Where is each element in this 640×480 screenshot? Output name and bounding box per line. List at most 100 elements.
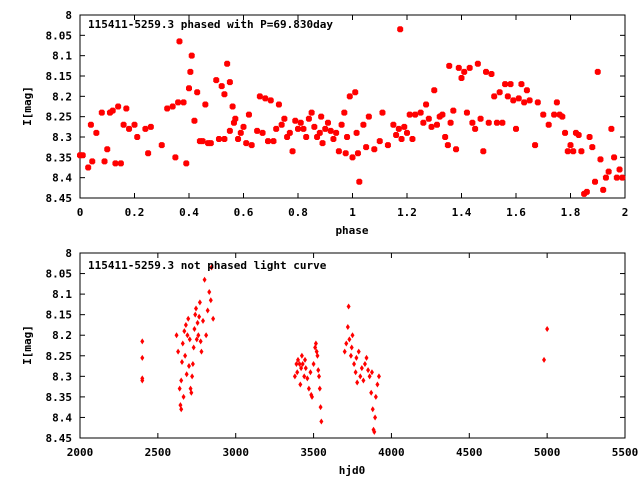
phased-data-point [240, 123, 247, 130]
phased-data-point [502, 81, 509, 88]
unphased-data-point [295, 369, 300, 376]
phased-data-point [221, 136, 228, 143]
phased-data-point [175, 99, 182, 106]
phased-data-point [444, 142, 451, 149]
phased-data-point [344, 134, 351, 140]
phased-data-point [526, 97, 533, 104]
phased-data-point [316, 129, 323, 136]
phased-data-point [115, 103, 122, 110]
unphased-data-point [367, 373, 372, 380]
phased-data-point [611, 154, 618, 161]
unphased-data-point [184, 371, 189, 378]
unphased-y-tick-label: 8.3 [52, 370, 72, 383]
unphased-x-tick-label: 4500 [456, 446, 483, 459]
unphased-data-point [209, 264, 214, 271]
unphased-data-point [187, 336, 192, 343]
unphased-data-point [193, 311, 198, 318]
phased-data-point [356, 178, 363, 185]
phased-y-tick-label: 8.15 [46, 70, 73, 83]
phased-data-point [342, 150, 349, 157]
unphased-data-point [375, 381, 380, 388]
phased-data-point [446, 62, 453, 69]
unphased-x-tick-label: 4000 [378, 446, 405, 459]
phased-data-point [131, 121, 138, 128]
unphased-data-point [211, 315, 216, 322]
phased-data-point [575, 131, 582, 138]
phased-data-point [281, 115, 288, 122]
unphased-data-point [177, 385, 182, 392]
unphased-data-point [182, 328, 187, 335]
phased-data-point [289, 148, 296, 155]
unphased-data-point [180, 340, 185, 347]
phased-data-point [390, 121, 397, 128]
phased-data-point [510, 97, 517, 104]
phased-data-point [270, 138, 277, 145]
phased-data-point [409, 136, 416, 143]
phased-y-tick-label: 8 [65, 9, 72, 22]
phased-data-point [353, 129, 360, 136]
phased-data-point [188, 52, 195, 59]
unphased-data-point [352, 361, 357, 367]
unphased-data-point [199, 348, 204, 355]
unphased-x-tick-label: 2500 [145, 446, 172, 459]
phased-data-point [87, 121, 94, 128]
phased-data-point [393, 131, 400, 138]
unphased-data-point [194, 305, 199, 312]
phased-data-point [583, 188, 590, 195]
unphased-data-point [195, 319, 200, 326]
unphased-data-point [356, 348, 361, 355]
phased-data-point [147, 123, 154, 130]
phased-data-point [493, 119, 500, 126]
phased-data-point [551, 111, 558, 118]
phased-data-point [523, 87, 530, 94]
phased-data-point [578, 148, 585, 155]
unphased-chart: 2000 2500 3000 3500 4000 4500 5000 5500 8 8.05 8.1… [21, 247, 638, 477]
phased-data-point [256, 93, 263, 100]
phased-data-point [120, 121, 127, 128]
phased-data-point [221, 91, 228, 98]
phased-data-point [237, 129, 244, 136]
unphased-data-point [303, 356, 308, 363]
phased-data-point [335, 148, 342, 155]
unphased-data-point [179, 358, 184, 365]
phased-data-point [191, 117, 198, 124]
phased-data-point [183, 160, 190, 167]
unphased-data-point [204, 332, 209, 339]
unphased-data-point [369, 369, 374, 376]
phased-data-point [89, 158, 96, 165]
phased-data-point [213, 77, 220, 84]
phased-data-point [545, 121, 552, 128]
unphased-data-points [140, 264, 550, 435]
unphased-data-point [358, 373, 363, 380]
phased-data-point [176, 38, 183, 45]
phased-data-point [327, 127, 334, 134]
unphased-data-point [361, 377, 366, 384]
phased-data-point [398, 136, 405, 143]
phased-x-tick-label: 0 [77, 206, 84, 219]
phased-data-point [592, 178, 599, 185]
phased-data-point [423, 101, 430, 108]
phased-data-points [77, 26, 626, 197]
phased-data-point [164, 105, 171, 112]
phased-data-point [93, 129, 100, 136]
phased-data-point [589, 144, 596, 151]
unphased-data-point [362, 361, 367, 367]
phased-data-point [499, 119, 506, 126]
phased-data-point [243, 140, 250, 147]
phased-data-point [461, 68, 468, 75]
unphased-data-point [190, 361, 195, 367]
phased-data-point [504, 93, 511, 100]
phased-data-point [104, 146, 111, 153]
unphased-data-point [186, 315, 191, 322]
phased-data-point [112, 160, 119, 167]
phased-data-point [341, 109, 348, 116]
unphased-data-point [207, 289, 212, 296]
unphased-data-point [140, 377, 145, 384]
phased-data-point [562, 129, 569, 136]
phased-y-axis-label: I[mag] [21, 86, 34, 126]
unphased-data-point [192, 326, 197, 333]
phased-data-point [401, 123, 408, 130]
phased-data-point [158, 142, 165, 149]
unphased-x-axis-label: hjd0 [339, 464, 366, 477]
